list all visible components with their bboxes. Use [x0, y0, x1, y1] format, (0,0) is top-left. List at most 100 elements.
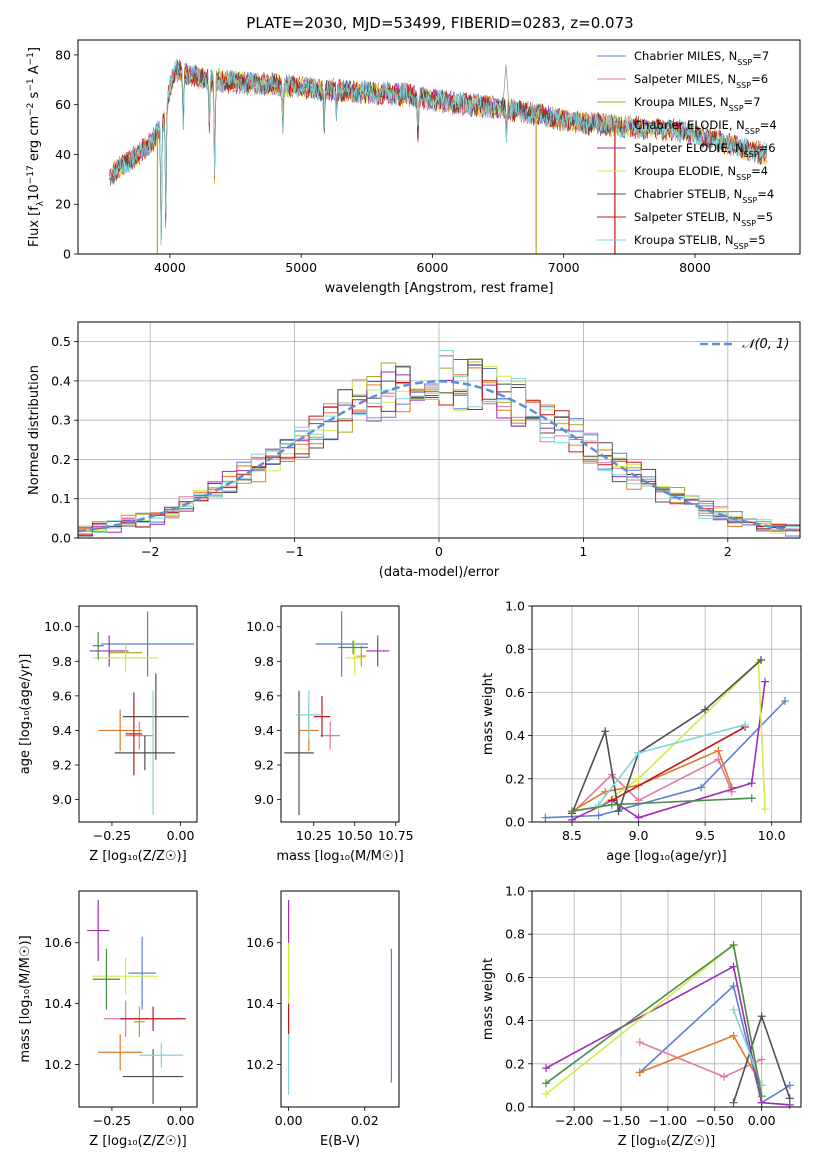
legend-eq: = [751, 72, 761, 86]
legend-sub: SSP [734, 242, 749, 251]
x-tick-label: 10.75 [378, 828, 414, 843]
x-tick-label: −1 [285, 544, 303, 559]
plot-frame [280, 605, 400, 823]
legend-sep: , N [713, 95, 729, 109]
y-tick-label: 0.8 [505, 642, 525, 657]
x-tick-label: 10.0 [758, 828, 786, 843]
legend-sub: SSP [742, 196, 757, 205]
legend-entry: Chabrier STELIB, NSSP=4 [634, 187, 774, 205]
y-axis-label: mass weight [481, 673, 496, 755]
y-axis-label: Normed distribution [27, 365, 42, 495]
series-line [571, 660, 766, 812]
legend-entry: Salpeter ELODIE, NSSP=6 [634, 141, 776, 159]
legend-eq: = [752, 49, 762, 63]
series-marker [729, 982, 738, 991]
y-tick-label: 10.0 [44, 619, 72, 634]
y-tick-label: 10.2 [246, 1057, 274, 1072]
x-axis-label: mass [log₁₀(M/M☉)] [276, 849, 403, 864]
spectrum-spike [502, 64, 510, 110]
y-tick-label: 9.0 [52, 792, 72, 807]
y-tick-label: 0.1 [51, 491, 71, 506]
plot-frame [78, 890, 198, 1108]
plot-frame [280, 890, 400, 1108]
legend-entry: Salpeter MILES, NSSP=6 [634, 72, 768, 90]
series-marker [542, 1090, 551, 1099]
x-tick-label: 4000 [154, 260, 186, 275]
normal-curve [77, 380, 801, 533]
y-axis-label-part: s [27, 91, 42, 102]
series-marker [785, 1094, 794, 1103]
x-tick-label: 0.00 [275, 1113, 303, 1128]
x-axis-label: (data-model)/error [379, 565, 500, 580]
series-chabrier-stelib [567, 656, 766, 818]
series-marker [729, 1031, 738, 1040]
data-point [87, 900, 110, 961]
x-axis-label: age [log₁₀(age/yr)] [606, 849, 727, 864]
data-point [114, 735, 176, 771]
y-axis-label: mass [log₁₀(M/M☉)] [18, 935, 33, 1062]
legend-sub: SSP [745, 127, 760, 136]
legend-model: Salpeter ELODIE [634, 141, 728, 155]
y-tick-label: 9.8 [254, 654, 274, 669]
series-line [545, 965, 790, 1106]
legend-sub: SSP [729, 104, 744, 113]
legend-model: Kroupa ELODIE [634, 164, 720, 178]
y-tick-label: 10.2 [44, 1057, 72, 1072]
data-point [356, 645, 367, 667]
series-marker [697, 783, 706, 792]
series-marker [785, 1081, 794, 1090]
y-tick-label: 9.6 [52, 688, 72, 703]
series-marker [747, 779, 756, 788]
x-axis-label: E(B-V) [320, 1134, 360, 1149]
histogram-step [78, 350, 800, 537]
x-tick-label: 6000 [417, 260, 449, 275]
y-axis-label-part: erg cm [27, 116, 42, 165]
series-kroupa-elodie [567, 658, 770, 816]
y-tick-label: 0.0 [505, 1100, 525, 1115]
series-chabrier-elodie [567, 746, 736, 816]
series-line [639, 1034, 763, 1086]
y-axis-label-part: −1 [26, 52, 36, 65]
series-marker [634, 748, 643, 757]
plot-frame [531, 890, 802, 1108]
legend-entry: Chabrier ELODIE, NSSP=4 [634, 118, 777, 136]
plot-frame [531, 605, 802, 823]
data-point [98, 1033, 143, 1071]
y-tick-label: 10.4 [44, 996, 72, 1011]
x-tick-label: −2 [141, 544, 159, 559]
series-marker [601, 727, 610, 736]
legend-entry: Kroupa STELIB, NSSP=5 [634, 233, 766, 251]
y-tick-label: 9.0 [254, 792, 274, 807]
legend-sep: , N [726, 187, 742, 201]
x-tick-label: 0.00 [167, 1113, 195, 1128]
y-axis-label-part: λ [36, 200, 46, 206]
y-axis-label-part: −2 [26, 103, 36, 116]
y-axis-label: age [log₁₀(age/yr)] [18, 654, 33, 775]
data-point [128, 936, 156, 1010]
plot-frame [78, 605, 198, 823]
legend-entry: 𝒩(0, 1) [742, 337, 789, 352]
x-tick-label: 9.5 [695, 828, 715, 843]
legend-n: 7 [762, 49, 769, 63]
data-point [366, 635, 390, 667]
x-tick-label: −0.50 [696, 1113, 734, 1128]
y-tick-label: 10.0 [246, 619, 274, 634]
legend-model: Kroupa STELIB [634, 233, 718, 247]
legend-sep: , N [718, 233, 734, 247]
legend-sep: , N [728, 141, 744, 155]
panel-age-vs-mass: 10.25 10.50 10.75 9.0 9.2 9.4 9.6 9.8 10.0 mass [… [246, 605, 414, 864]
legend-model: Chabrier MILES [634, 49, 721, 63]
legend-n: 6 [761, 72, 768, 86]
y-tick-label: 0.6 [505, 685, 525, 700]
x-tick-label: 0 [435, 544, 443, 559]
y-tick-label: 0.4 [51, 373, 71, 388]
series-line [545, 700, 786, 819]
series-marker [542, 1064, 551, 1073]
panel-weight-vs-age: 8.5 9.0 9.5 10.0 0.0 0.2 0.4 0.6 0.8 1.0 age [log₁… [481, 599, 802, 864]
series-marker [757, 656, 766, 664]
legend-eq: = [759, 141, 769, 155]
legend-eq: = [749, 233, 759, 247]
panel-mass-vs-ebv: 0.00 0.02 10.2 10.4 10.6 E(B-V) [246, 890, 400, 1149]
legend-sep: , N [725, 210, 741, 224]
